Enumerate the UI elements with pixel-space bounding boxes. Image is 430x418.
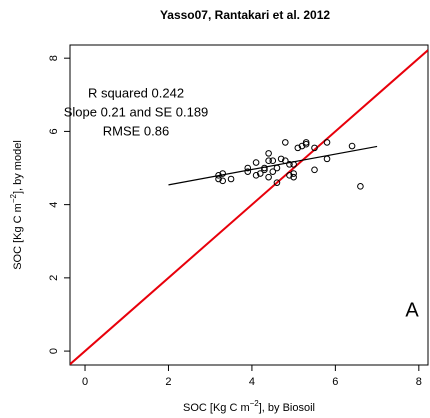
point: [282, 157, 289, 164]
point: [252, 172, 260, 179]
point: [311, 144, 318, 152]
point: [302, 139, 310, 146]
point: [219, 177, 227, 185]
y-label-text: SOC [Kg C m: [12, 203, 24, 270]
point: [290, 170, 297, 177]
point: [323, 139, 331, 146]
y-tick-label: 8: [48, 55, 60, 61]
x-tick-label: 2: [165, 376, 171, 388]
x-tick-label: 4: [249, 376, 255, 388]
point: [261, 164, 268, 172]
point: [269, 168, 277, 175]
annotation: Slope 0.21 and SE 0.189: [64, 104, 209, 119]
x-label-text: SOC [Kg C m: [183, 402, 250, 414]
x-label-text: ], by Biosoil: [259, 402, 315, 414]
point: [261, 166, 268, 174]
y-label-text: ], by model: [12, 140, 24, 194]
point: [215, 175, 222, 183]
point: [269, 157, 277, 164]
fit-line: [168, 145, 378, 186]
point: [357, 183, 364, 190]
x-tick-label: 0: [82, 376, 88, 388]
reference-line: [70, 49, 428, 365]
point: [298, 142, 306, 150]
point: [302, 140, 310, 148]
point: [215, 172, 222, 179]
point: [252, 159, 260, 166]
point: [286, 161, 293, 168]
plot-frame: [69, 44, 429, 366]
x-axis-label: SOC [Kg C m−2], by Biosoil: [183, 399, 315, 414]
x-tick-label: 6: [332, 376, 338, 388]
point: [282, 139, 289, 146]
point: [273, 179, 281, 186]
point: [265, 150, 272, 157]
y-tick-label: 2: [48, 275, 60, 281]
annotation: R squared 0.242: [88, 85, 184, 100]
point: [277, 155, 285, 163]
y-label-sup: −2: [9, 193, 18, 203]
y-tick-label: 6: [48, 128, 60, 134]
point: [219, 170, 227, 177]
y-tick-label: 4: [48, 202, 60, 208]
point: [256, 170, 264, 177]
point: [244, 164, 252, 172]
x-label-sup: −2: [250, 399, 260, 408]
chart-title: Yasso07, Rantakari et al. 2012: [160, 8, 330, 22]
panel-label: A: [405, 299, 419, 321]
point: [348, 142, 356, 150]
point: [290, 173, 297, 181]
point: [311, 166, 318, 174]
point: [265, 157, 272, 164]
point: [265, 173, 272, 181]
y-axis-label: SOC [Kg C m−2], by model: [9, 140, 24, 270]
point: [227, 175, 235, 183]
annotation: RMSE 0.86: [103, 123, 169, 138]
point: [294, 144, 302, 152]
point: [273, 164, 281, 172]
x-tick-label: 8: [416, 376, 422, 388]
point: [244, 168, 252, 175]
point: [290, 161, 297, 168]
point: [286, 172, 293, 179]
point: [323, 155, 331, 163]
y-tick-label: 0: [48, 348, 60, 354]
